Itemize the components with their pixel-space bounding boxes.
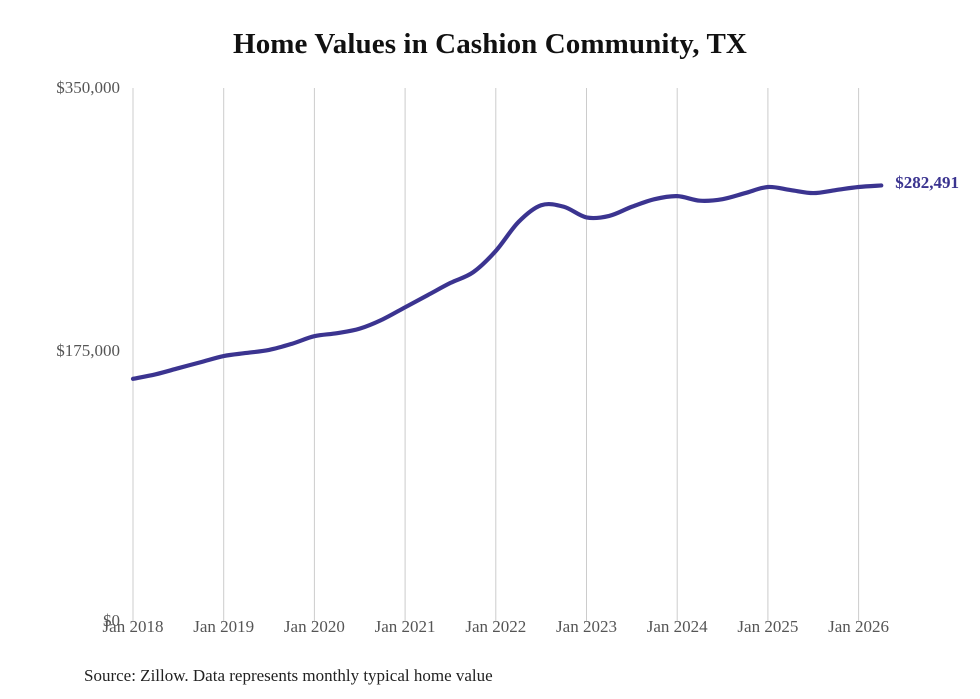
x-tick-label-jan-2018: Jan 2018 bbox=[102, 617, 164, 636]
x-tick-label-jan-2026: Jan 2026 bbox=[828, 617, 890, 636]
y-tick-label-0: $0 bbox=[103, 611, 120, 630]
y-tick-label-175000: $175,000 bbox=[56, 341, 120, 360]
x-tick-label-jan-2020: Jan 2020 bbox=[283, 617, 345, 636]
x-tick-label-jan-2022: Jan 2022 bbox=[465, 617, 527, 636]
plot-area bbox=[130, 88, 884, 621]
plot-svg bbox=[130, 88, 884, 621]
y-axis: $350,000 $175,000 $0 bbox=[0, 0, 120, 699]
x-axis: Jan 2018 Jan 2019 Jan 2020 Jan 2021 Jan 2022… bbox=[0, 617, 980, 647]
y-tick-label-350000: $350,000 bbox=[56, 78, 120, 97]
x-tick-label-jan-2025: Jan 2025 bbox=[737, 617, 799, 636]
x-tick-label-jan-2019: Jan 2019 bbox=[193, 617, 255, 636]
x-tick-label-jan-2023: Jan 2023 bbox=[556, 617, 617, 636]
end-value-annotation: $282,491 bbox=[895, 173, 960, 193]
x-tick-label-jan-2024: Jan 2024 bbox=[646, 617, 708, 636]
x-tick-label-jan-2021: Jan 2021 bbox=[374, 617, 436, 636]
series-line-typical-home-value bbox=[130, 183, 884, 381]
source-note: Source: Zillow. Data represents monthly … bbox=[84, 666, 493, 685]
chart-title: Home Values in Cashion Community, TX bbox=[233, 28, 747, 60]
